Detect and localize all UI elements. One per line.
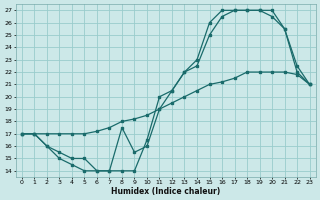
X-axis label: Humidex (Indice chaleur): Humidex (Indice chaleur)	[111, 187, 220, 196]
